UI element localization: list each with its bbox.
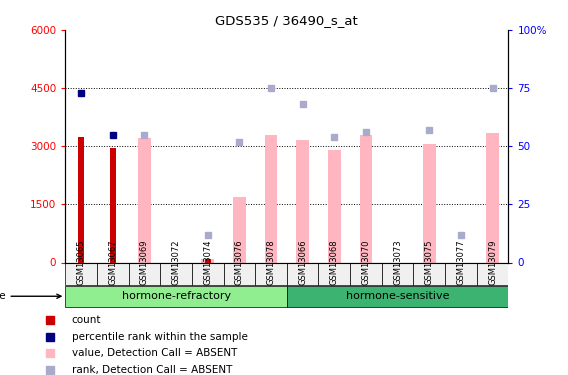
Bar	[350, 262, 382, 285]
Text: GSM13073: GSM13073	[393, 239, 402, 285]
Bar	[224, 262, 255, 285]
Bar	[328, 150, 341, 262]
Bar	[255, 262, 287, 285]
Text: GSM13072: GSM13072	[172, 239, 181, 285]
Bar	[382, 262, 414, 285]
Bar	[65, 286, 287, 307]
Bar	[202, 260, 214, 262]
Bar	[160, 262, 192, 285]
Bar	[296, 141, 309, 262]
Text: GSM13078: GSM13078	[266, 239, 275, 285]
Title: GDS535 / 36490_s_at: GDS535 / 36490_s_at	[215, 15, 358, 27]
Text: GSM13077: GSM13077	[457, 239, 465, 285]
Text: hormone-sensitive: hormone-sensitive	[346, 291, 449, 301]
Bar	[287, 262, 319, 285]
Bar	[287, 286, 508, 307]
Text: GSM13070: GSM13070	[361, 239, 370, 285]
Text: GSM13069: GSM13069	[140, 239, 149, 285]
Bar	[97, 262, 128, 285]
Bar	[319, 262, 350, 285]
Bar	[65, 262, 97, 285]
Text: GSM13068: GSM13068	[330, 239, 339, 285]
Text: percentile rank within the sample: percentile rank within the sample	[72, 332, 248, 342]
Bar	[205, 260, 211, 262]
Bar	[138, 138, 151, 262]
Bar	[445, 262, 477, 285]
Bar	[192, 262, 224, 285]
Bar	[233, 196, 246, 262]
Text: value, Detection Call = ABSENT: value, Detection Call = ABSENT	[72, 348, 237, 358]
Text: GSM13067: GSM13067	[108, 239, 117, 285]
Bar	[477, 262, 508, 285]
Bar	[414, 262, 445, 285]
Text: hormone-refractory: hormone-refractory	[122, 291, 231, 301]
Bar	[360, 135, 372, 262]
Bar	[78, 136, 84, 262]
Bar	[486, 133, 499, 262]
Text: GSM13065: GSM13065	[77, 239, 86, 285]
Text: GSM13074: GSM13074	[203, 239, 212, 285]
Text: GSM13066: GSM13066	[298, 239, 307, 285]
Text: rank, Detection Call = ABSENT: rank, Detection Call = ABSENT	[72, 365, 232, 375]
Bar	[110, 148, 116, 262]
Text: GSM13075: GSM13075	[425, 239, 434, 285]
Bar	[128, 262, 160, 285]
Text: count: count	[72, 315, 101, 325]
Text: cell type: cell type	[0, 291, 61, 301]
Text: GSM13079: GSM13079	[488, 239, 497, 285]
Text: GSM13076: GSM13076	[235, 239, 244, 285]
Bar	[423, 144, 436, 262]
Bar	[265, 135, 277, 262]
